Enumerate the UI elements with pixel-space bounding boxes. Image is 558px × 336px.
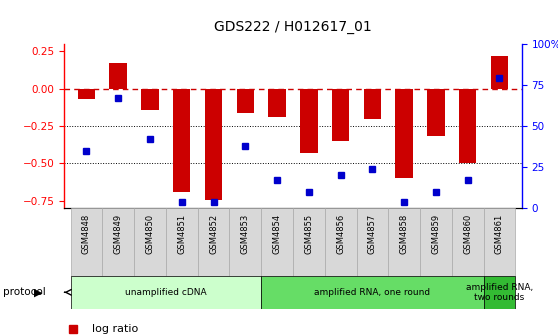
Text: GSM4861: GSM4861 [495,214,504,254]
Bar [325,208,357,276]
Text: GSM4851: GSM4851 [177,214,186,254]
Bar [427,89,445,136]
Text: GSM4848: GSM4848 [82,214,91,254]
Text: ▶: ▶ [33,287,42,297]
Bar [300,89,318,153]
Bar [364,89,381,119]
Bar [237,89,254,113]
Bar [452,208,484,276]
Bar [293,208,325,276]
Bar [205,89,222,200]
Text: GSM4852: GSM4852 [209,214,218,254]
Bar [261,276,484,309]
Bar [388,208,420,276]
Text: GSM4853: GSM4853 [241,214,250,254]
Bar [268,89,286,117]
Bar [484,276,516,309]
Text: GSM4860: GSM4860 [463,214,472,254]
Bar [70,208,102,276]
Bar [141,89,158,110]
Text: GDS222 / H012617_01: GDS222 / H012617_01 [214,20,372,34]
Text: GSM4856: GSM4856 [336,214,345,254]
Text: GSM4854: GSM4854 [272,214,282,254]
Text: log ratio: log ratio [92,324,138,334]
Text: amplified RNA, one round: amplified RNA, one round [314,288,430,297]
Bar [102,208,134,276]
Text: protocol: protocol [3,287,46,297]
Bar [396,89,413,178]
Text: GSM4850: GSM4850 [146,214,155,254]
Bar [70,276,261,309]
Bar [134,208,166,276]
Bar [229,208,261,276]
Bar [166,208,198,276]
Bar [198,208,229,276]
Text: amplified RNA,
two rounds: amplified RNA, two rounds [466,283,533,302]
Bar [261,208,293,276]
Text: unamplified cDNA: unamplified cDNA [125,288,206,297]
Text: GSM4859: GSM4859 [431,214,440,254]
Text: GSM4857: GSM4857 [368,214,377,254]
Bar [490,56,508,89]
Bar [459,89,477,163]
Bar [357,208,388,276]
Bar [332,89,349,141]
Text: GSM4849: GSM4849 [114,214,123,254]
Bar [109,63,127,89]
Text: GSM4855: GSM4855 [304,214,314,254]
Bar [484,208,516,276]
Bar [78,89,95,99]
Bar [420,208,452,276]
Bar [173,89,190,192]
Text: GSM4858: GSM4858 [400,214,408,254]
